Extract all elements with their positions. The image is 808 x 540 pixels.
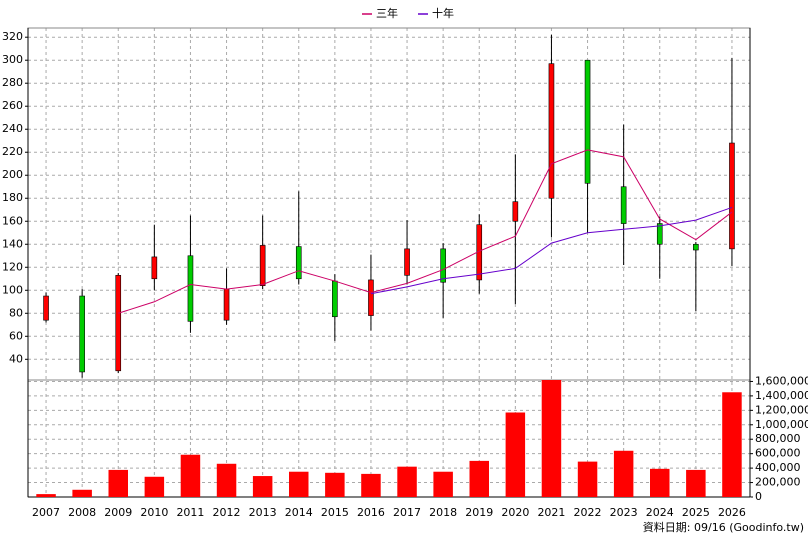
plot-frame [27, 379, 751, 498]
plot-frame [27, 27, 751, 381]
y-tick-label: 60 [9, 329, 23, 342]
candle-body [115, 275, 122, 372]
candle-body [332, 280, 338, 318]
x-tick-label: 2017 [393, 506, 421, 519]
y2-tick-label: 1,400,000 [755, 389, 808, 402]
x-tick-label: 2013 [249, 506, 277, 519]
candle-body [151, 256, 158, 280]
volume-bar [722, 392, 742, 497]
y2-tick-label: 200,000 [755, 476, 801, 489]
y2-tick-label: 800,000 [755, 432, 801, 445]
y-tick-label: 200 [2, 168, 23, 181]
y-tick-label: 320 [2, 30, 23, 43]
x-tick-label: 2011 [176, 506, 204, 519]
x-tick-label: 2021 [537, 506, 565, 519]
volume-bar [108, 469, 128, 497]
y2-tick-label: 1,000,000 [755, 418, 808, 431]
y-tick-label: 260 [2, 99, 23, 112]
line-series [370, 206, 733, 295]
x-tick-label: 2019 [465, 506, 493, 519]
y-tick-label: 80 [9, 306, 23, 319]
candle-body [368, 279, 374, 316]
x-tick-label: 2024 [646, 506, 674, 519]
candle-body [223, 288, 230, 321]
y2-tick-label: 0 [755, 490, 762, 503]
candle-body [512, 201, 519, 222]
candle-body [43, 295, 49, 321]
candle-body [620, 186, 627, 224]
x-tick-label: 2020 [501, 506, 529, 519]
volume-bar [650, 468, 670, 497]
volume-bar [36, 494, 56, 497]
candle-body [404, 248, 410, 276]
x-tick-label: 2014 [285, 506, 313, 519]
volume-bar [361, 473, 381, 497]
candle-body [295, 246, 302, 280]
volume-bar [397, 466, 417, 497]
volume-bar [541, 380, 562, 497]
y2-tick-label: 1,600,000 [755, 374, 808, 387]
footnote: 資料日期: 09/16 (Goodinfo.tw) [643, 520, 804, 534]
volume-bar [325, 472, 345, 497]
line-series [118, 149, 733, 314]
y2-tick-label: 600,000 [755, 447, 801, 460]
volume-bar [433, 471, 453, 497]
x-tick-label: 2016 [357, 506, 385, 519]
volume-bar [72, 489, 92, 497]
y-tick-label: 120 [2, 260, 23, 273]
x-tick-label: 2025 [682, 506, 710, 519]
candle-body [584, 59, 591, 184]
y-tick-label: 160 [2, 214, 23, 227]
volume-bar [144, 476, 165, 497]
candle-body [79, 295, 85, 373]
volume-bar [216, 463, 237, 497]
volume-bar [180, 454, 201, 497]
x-tick-label: 2012 [213, 506, 241, 519]
volume-bar [505, 412, 526, 497]
y2-tick-label: 1,200,000 [755, 403, 808, 416]
x-tick-label: 2015 [321, 506, 349, 519]
y-tick-label: 100 [2, 283, 23, 296]
candle-body [656, 223, 663, 245]
y-tick-label: 140 [2, 237, 23, 250]
volume-bar [289, 471, 309, 497]
candle-body [259, 245, 266, 286]
candle-body [693, 243, 699, 251]
x-tick-label: 2010 [140, 506, 168, 519]
x-tick-label: 2007 [32, 506, 60, 519]
x-tick-label: 2026 [718, 506, 746, 519]
y-tick-label: 240 [2, 122, 23, 135]
y-tick-label: 180 [2, 191, 23, 204]
y-tick-label: 40 [9, 352, 23, 365]
x-tick-label: 2023 [610, 506, 638, 519]
y-tick-label: 220 [2, 145, 23, 158]
candle-body [729, 142, 735, 250]
volume-bar [469, 460, 489, 497]
volume-bar [686, 469, 706, 497]
candle-body [187, 255, 194, 322]
x-tick-label: 2009 [104, 506, 132, 519]
legend-label: 十年 [432, 6, 454, 20]
volume-bar [613, 450, 634, 497]
x-tick-label: 2022 [574, 506, 602, 519]
candle-body [548, 63, 555, 199]
y-tick-label: 300 [2, 53, 23, 66]
legend-label: 三年 [376, 6, 398, 20]
x-tick-label: 2018 [429, 506, 457, 519]
y-tick-label: 280 [2, 76, 23, 89]
x-tick-label: 2008 [68, 506, 96, 519]
volume-bar [577, 461, 598, 497]
volume-bar [252, 476, 273, 497]
candle-body [440, 248, 446, 283]
y2-tick-label: 400,000 [755, 461, 801, 474]
